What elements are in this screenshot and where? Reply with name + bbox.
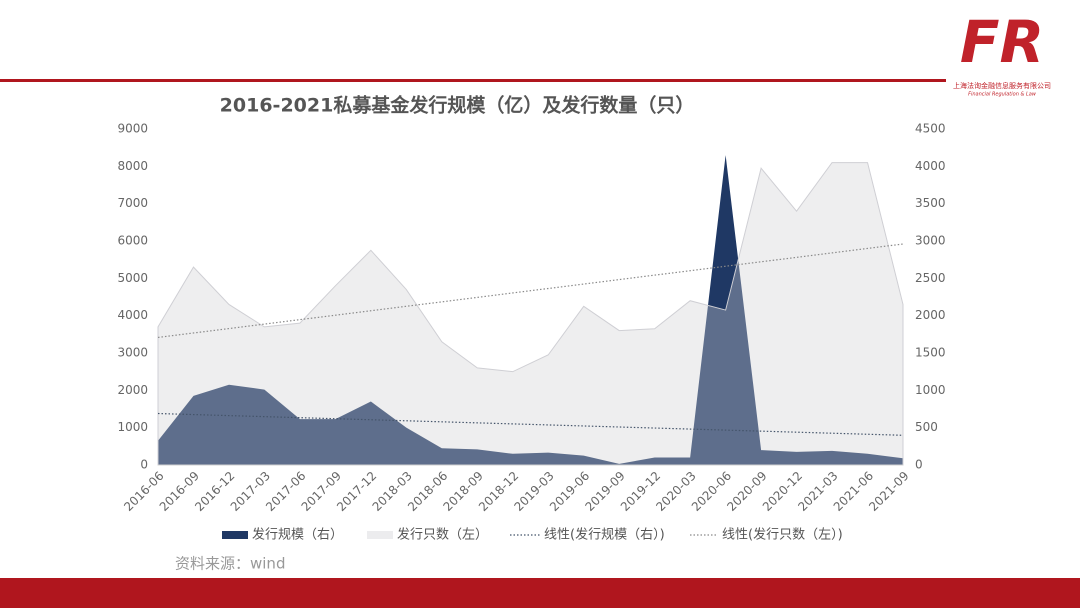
- y-tick-label: 1000: [117, 420, 148, 434]
- header-rule: [0, 79, 946, 82]
- y2-tick-label: 1500: [915, 346, 946, 360]
- company-name-en: Financial Regulation & Law: [968, 92, 1037, 98]
- trend-line: [157, 243, 904, 339]
- area: [158, 155, 903, 465]
- source-note: 资料来源：wind: [175, 555, 285, 573]
- y-tick-label: 7000: [117, 196, 148, 210]
- y-tick-label: 8000: [117, 159, 148, 173]
- legend-swatch: [222, 531, 248, 539]
- y2-tick-label: 0: [915, 458, 923, 472]
- legend-label: 发行规模（右）: [252, 527, 343, 543]
- y2-tick-label: 1000: [915, 383, 946, 397]
- legend-label: 线性(发行规模（右）): [544, 527, 665, 543]
- x-tick-label: 2021-09: [866, 469, 911, 514]
- y2-tick-label: 4500: [915, 122, 946, 136]
- footer-band: [0, 578, 1080, 608]
- y2-tick-label: 4000: [915, 159, 946, 173]
- y2-tick-label: 2500: [915, 271, 946, 285]
- legend-label: 线性(发行只数（左）): [722, 527, 843, 543]
- legend-label: 发行只数（左）: [397, 527, 488, 543]
- y-tick-label: 3000: [117, 346, 148, 360]
- y2-tick-label: 3500: [915, 196, 946, 210]
- area: [157, 162, 904, 466]
- legend-swatch: [367, 531, 393, 539]
- y2-tick-label: 500: [915, 420, 938, 434]
- y-tick-label: 2000: [117, 383, 148, 397]
- y2-tick-label: 2000: [915, 308, 946, 322]
- chart-title: 2016-2021私募基金发行规模（亿）及发行数量（只）: [220, 94, 695, 117]
- y-tick-label: 9000: [117, 122, 148, 136]
- y-tick-label: 6000: [117, 234, 148, 248]
- logo: FR: [960, 8, 1044, 76]
- y-tick-label: 0: [140, 458, 148, 472]
- y2-tick-label: 3000: [915, 234, 946, 248]
- company-name: 上海法询金融信息服务有限公司: [953, 81, 1051, 90]
- y-tick-label: 4000: [117, 308, 148, 322]
- y-tick-label: 5000: [117, 271, 148, 285]
